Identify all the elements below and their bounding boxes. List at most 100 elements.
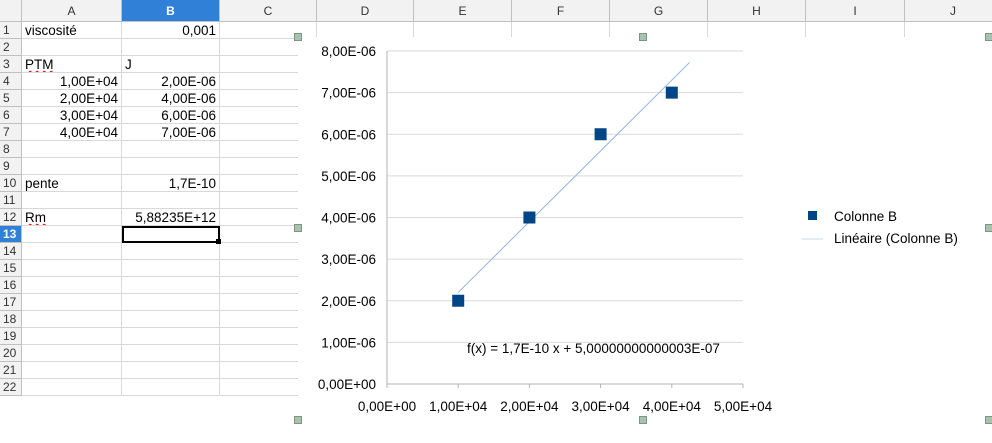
chart-selection-handles[interactable] <box>294 33 992 424</box>
legend-label-series: Colonne B <box>834 209 897 224</box>
cell-b9[interactable] <box>122 158 220 175</box>
row-header-16[interactable]: 16 <box>0 277 22 294</box>
cell-b19[interactable] <box>122 328 220 345</box>
cell-b21[interactable] <box>122 362 220 379</box>
cell-a20[interactable] <box>22 345 122 362</box>
row-header-4[interactable]: 4 <box>0 73 22 90</box>
cell-b1[interactable]: 0,001 <box>122 22 220 39</box>
cell-b3[interactable]: J <box>122 56 220 73</box>
row-header-14[interactable]: 14 <box>0 243 22 260</box>
column-header-c[interactable]: C <box>220 0 317 22</box>
row-header-15[interactable]: 15 <box>0 260 22 277</box>
column-header-h[interactable]: H <box>708 0 806 22</box>
column-header-f[interactable]: F <box>512 0 610 22</box>
cell-b14[interactable] <box>122 243 220 260</box>
column-header-d[interactable]: D <box>317 0 414 22</box>
cell-b20[interactable] <box>122 345 220 362</box>
trendline-segment <box>457 62 690 293</box>
resize-handle[interactable] <box>639 416 647 424</box>
row-header-22[interactable]: 22 <box>0 379 22 396</box>
cell-b10[interactable]: 1,7E-10 <box>122 175 220 192</box>
row-header-11[interactable]: 11 <box>0 192 22 209</box>
resize-handle[interactable] <box>294 33 302 41</box>
resize-handle[interactable] <box>985 416 992 424</box>
cell-a9[interactable] <box>22 158 122 175</box>
cell-a14[interactable] <box>22 243 122 260</box>
cell-b15[interactable] <box>122 260 220 277</box>
cell-b8[interactable] <box>122 141 220 158</box>
row-header-19[interactable]: 19 <box>0 328 22 345</box>
cell-b2[interactable] <box>122 39 220 56</box>
cell-a8[interactable] <box>22 141 122 158</box>
column-header-b[interactable]: B <box>122 0 220 22</box>
cell-a7[interactable]: 4,00E+04 <box>22 124 122 141</box>
column-header-g[interactable]: G <box>610 0 708 22</box>
resize-handle[interactable] <box>985 33 992 41</box>
row-header-21[interactable]: 21 <box>0 362 22 379</box>
cell-a3[interactable]: PTM <box>22 56 122 73</box>
cell-a15[interactable] <box>22 260 122 277</box>
cell-a11[interactable] <box>22 192 122 209</box>
row-header-5[interactable]: 5 <box>0 90 22 107</box>
resize-handle[interactable] <box>985 224 992 232</box>
row-header-9[interactable]: 9 <box>0 158 22 175</box>
legend-marker-series <box>808 211 817 220</box>
column-header-i[interactable]: I <box>806 0 905 22</box>
cell-a4[interactable]: 1,00E+04 <box>22 73 122 90</box>
row-header-17[interactable]: 17 <box>0 294 22 311</box>
cell-b16[interactable] <box>122 277 220 294</box>
cell-c1[interactable] <box>220 22 317 39</box>
y-tick-label: 8,00E-06 <box>321 44 376 59</box>
cell-b11[interactable] <box>122 192 220 209</box>
row-header-10[interactable]: 10 <box>0 175 22 192</box>
column-header-j[interactable]: J <box>905 0 992 22</box>
cell-a12[interactable]: Rm <box>22 209 122 226</box>
row-header-2[interactable]: 2 <box>0 39 22 56</box>
cell-a13[interactable] <box>22 226 122 243</box>
cell-a5[interactable]: 2,00E+04 <box>22 90 122 107</box>
fill-handle[interactable] <box>216 239 221 244</box>
x-tick-label: 0,00E+00 <box>358 399 416 414</box>
cell-b12[interactable]: 5,88235E+12 <box>122 209 220 226</box>
row-header-18[interactable]: 18 <box>0 311 22 328</box>
trendline <box>457 62 690 293</box>
chart-area[interactable] <box>298 37 992 420</box>
column-header-e[interactable]: E <box>414 0 512 22</box>
cell-a21[interactable] <box>22 362 122 379</box>
cell-a18[interactable] <box>22 311 122 328</box>
cell-a19[interactable] <box>22 328 122 345</box>
row-header-6[interactable]: 6 <box>0 107 22 124</box>
cell-a2[interactable] <box>22 39 122 56</box>
x-tick-label: 5,00E+04 <box>714 399 773 414</box>
resize-handle[interactable] <box>294 416 302 424</box>
cell-a6[interactable]: 3,00E+04 <box>22 107 122 124</box>
cell-a10[interactable]: pente <box>22 175 122 192</box>
row-header-1[interactable]: 1 <box>0 22 22 39</box>
cell-b13[interactable] <box>122 226 220 243</box>
cell-a22[interactable] <box>22 379 122 396</box>
cell-b22[interactable] <box>122 379 220 396</box>
select-all-corner[interactable] <box>0 0 22 22</box>
cell-b7[interactable]: 7,00E-06 <box>122 124 220 141</box>
cell-b6[interactable]: 6,00E-06 <box>122 107 220 124</box>
row-header-8[interactable]: 8 <box>0 141 22 158</box>
row-header-20[interactable]: 20 <box>0 345 22 362</box>
cell-b4[interactable]: 2,00E-06 <box>122 73 220 90</box>
row-header-12[interactable]: 12 <box>0 209 22 226</box>
row-header-7[interactable]: 7 <box>0 124 22 141</box>
row-header-3[interactable]: 3 <box>0 56 22 73</box>
cell-b5[interactable]: 4,00E-06 <box>122 90 220 107</box>
cell-a1[interactable]: viscosité <box>22 22 122 39</box>
cell-b17[interactable] <box>122 294 220 311</box>
cell-b18[interactable] <box>122 311 220 328</box>
row-header-13[interactable]: 13 <box>0 226 22 243</box>
resize-handle[interactable] <box>639 33 647 41</box>
resize-handle[interactable] <box>294 224 302 232</box>
cell-a17[interactable] <box>22 294 122 311</box>
cell-a16[interactable] <box>22 277 122 294</box>
x-tick-label: 4,00E+04 <box>643 399 702 414</box>
y-tick-label: 7,00E-06 <box>321 86 376 101</box>
column-header-a[interactable]: A <box>22 0 122 22</box>
x-tick-label: 1,00E+04 <box>429 399 488 414</box>
